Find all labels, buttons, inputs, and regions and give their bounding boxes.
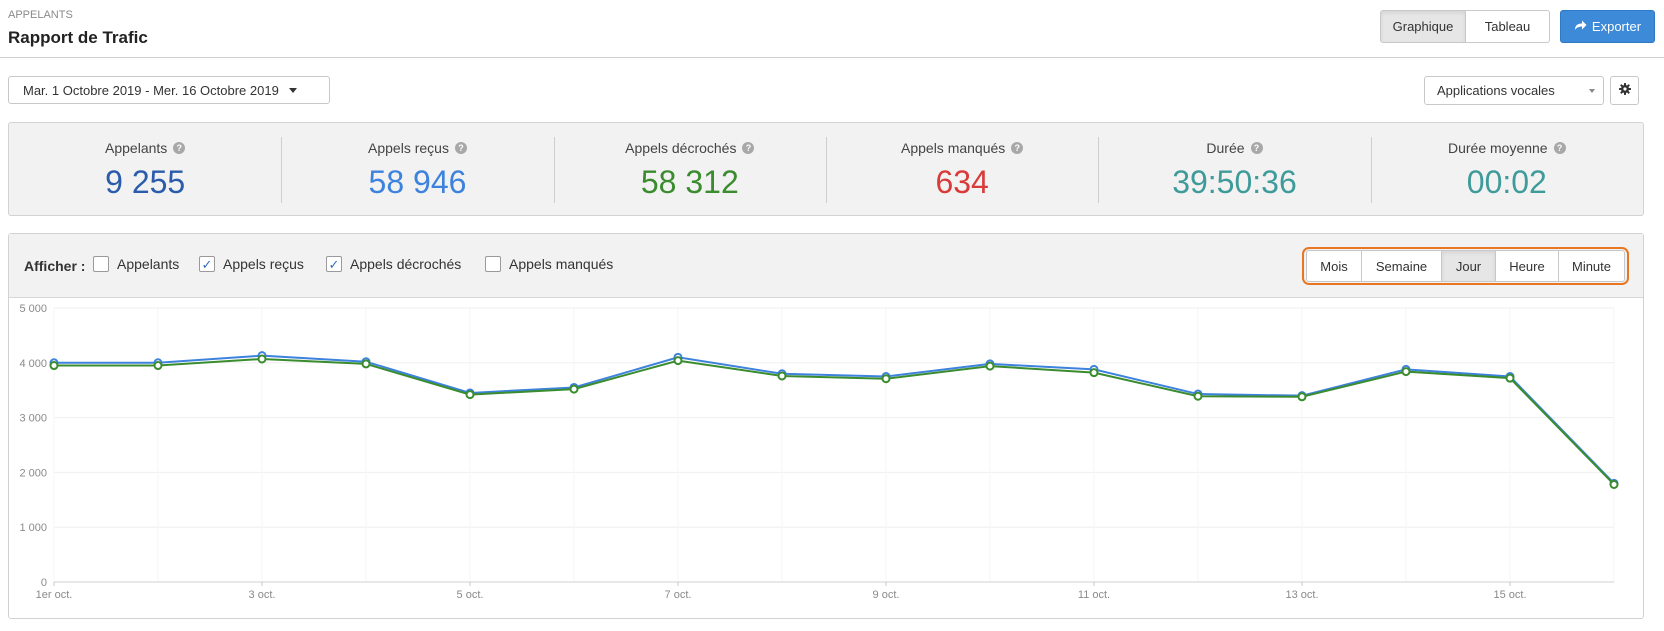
x-tick-label: 9 oct.: [873, 589, 900, 601]
data-point: [1297, 392, 1307, 402]
help-icon[interactable]: ?: [1011, 142, 1024, 154]
y-tick-label: 4 000: [19, 358, 47, 370]
settings-button[interactable]: [1610, 76, 1639, 105]
checkbox-box[interactable]: [93, 256, 109, 272]
data-point: [1089, 368, 1099, 378]
stat-label: Durée: [1206, 140, 1245, 156]
application-select[interactable]: Applications vocales: [1424, 76, 1604, 105]
help-icon[interactable]: ?: [454, 142, 467, 154]
stat-value: 58 312: [640, 164, 739, 200]
stat-average-duration: Durée moyenne? 00:02: [1370, 123, 1643, 215]
page-header: APPELANTS Rapport de Trafic Graphique Ta…: [0, 0, 1664, 58]
data-point: [1609, 479, 1619, 489]
x-tick-label: 5 oct.: [457, 589, 484, 601]
stat-calls-answered: Appels décrochés? 58 312: [553, 123, 826, 215]
stat-value: 39:50:36: [1172, 164, 1297, 200]
checkbox-checked-icon[interactable]: ✓: [326, 256, 342, 272]
stat-duration: Durée? 39:50:36: [1098, 123, 1370, 215]
checkbox-calls-received[interactable]: ✓ Appels reçus: [199, 256, 304, 272]
stat-callers: Appelants? 9 255: [9, 123, 281, 215]
x-tick-label: 7 oct.: [665, 589, 692, 601]
help-icon[interactable]: ?: [1250, 142, 1263, 154]
checkbox-label: Appelants: [117, 256, 180, 272]
graph-view-button[interactable]: Graphique: [1380, 10, 1466, 43]
chevron-down-icon: [1589, 89, 1595, 93]
share-icon: [1574, 19, 1587, 34]
gear-icon: [1618, 82, 1631, 100]
checkbox-callers[interactable]: Appelants: [93, 256, 179, 272]
stat-value: 00:02: [1466, 164, 1547, 200]
date-range-label: Mar. 1 Octobre 2019 - Mer. 16 Octobre 20…: [23, 82, 279, 98]
view-toggle: Graphique Tableau: [1380, 10, 1550, 43]
granularity-minute[interactable]: Minute: [1558, 250, 1625, 282]
series-line: [54, 354, 1615, 485]
granularity-week[interactable]: Semaine: [1361, 250, 1442, 282]
data-point: [673, 356, 683, 366]
stat-label: Appels décrochés: [625, 140, 737, 156]
y-tick-label: 3 000: [19, 413, 47, 425]
checkbox-checked-icon[interactable]: ✓: [199, 256, 215, 272]
data-point: [881, 374, 891, 384]
data-point: [465, 390, 475, 400]
breadcrumb: APPELANTS: [8, 9, 73, 21]
y-tick-label: 5 000: [19, 303, 47, 315]
data-point: [569, 384, 579, 394]
export-label: Exporter: [1591, 19, 1642, 34]
stat-label: Appels reçus: [368, 140, 449, 156]
help-icon[interactable]: ?: [173, 142, 186, 154]
stat-value: 634: [935, 164, 989, 200]
traffic-line-chart: 0 1 000 2 000 3 000 4 000 5 000 1er oct. 3 oct.…: [19, 303, 1619, 601]
show-label: Afficher :: [24, 258, 86, 274]
x-tick-label: 3 oct.: [249, 589, 276, 601]
x-tick-label: 11 oct.: [1078, 589, 1110, 601]
data-point: [49, 361, 59, 371]
x-tick-label: 13 oct.: [1285, 589, 1318, 601]
data-point: [985, 361, 995, 371]
data-point: [777, 371, 787, 381]
x-tick-label: 1er oct.: [36, 589, 73, 601]
granularity-hour[interactable]: Heure: [1495, 250, 1559, 282]
checkbox-label: Appels reçus: [223, 256, 304, 272]
stats-panel: Appelants? 9 255 Appels reçus? 58 946 Ap…: [8, 122, 1644, 216]
export-button[interactable]: Exporter: [1560, 10, 1655, 43]
granularity-day[interactable]: Jour: [1441, 250, 1496, 282]
stat-label: Appels manqués: [901, 140, 1006, 156]
date-range-picker[interactable]: Mar. 1 Octobre 2019 - Mer. 16 Octobre 20…: [8, 76, 330, 104]
stat-value: 9 255: [105, 164, 186, 200]
application-select-value: Applications vocales: [1437, 83, 1555, 98]
stat-calls-received: Appels reçus? 58 946: [281, 123, 553, 215]
data-point: [153, 361, 163, 371]
checkbox-box[interactable]: [485, 256, 501, 272]
help-icon[interactable]: ?: [1553, 142, 1566, 154]
chart-toolbar: Afficher : Appelants ✓ Appels reçus ✓ Ap…: [9, 234, 1643, 298]
stat-calls-missed: Appels manqués? 634: [825, 123, 1098, 215]
chart-panel: Afficher : Appelants ✓ Appels reçus ✓ Ap…: [8, 233, 1644, 619]
granularity-toggle: Mois Semaine Jour Heure Minute: [1302, 247, 1629, 285]
y-tick-label: 1 000: [19, 522, 47, 534]
help-icon[interactable]: ?: [742, 142, 755, 154]
data-point: [361, 359, 371, 369]
y-tick-label: 0: [41, 577, 47, 589]
series-line: [54, 357, 1615, 486]
stat-label: Appelants: [105, 140, 168, 156]
checkbox-label: Appels décrochés: [350, 256, 462, 272]
y-tick-label: 2 000: [19, 467, 47, 479]
data-point: [1505, 373, 1515, 383]
caret-down-icon: [288, 87, 297, 93]
checkbox-calls-answered[interactable]: ✓ Appels décrochés: [326, 256, 461, 272]
stat-label: Durée moyenne: [1447, 140, 1548, 156]
data-point: [1193, 391, 1203, 401]
x-tick-label: 15 oct.: [1493, 589, 1526, 601]
checkbox-label: Appels manqués: [509, 256, 614, 272]
checkbox-calls-missed[interactable]: Appels manqués: [485, 256, 613, 272]
granularity-month[interactable]: Mois: [1306, 250, 1362, 282]
stat-value: 58 946: [368, 164, 467, 200]
data-point: [1401, 367, 1411, 377]
page-title: Rapport de Trafic: [8, 28, 148, 47]
data-point: [257, 354, 267, 364]
table-view-button[interactable]: Tableau: [1466, 10, 1550, 43]
